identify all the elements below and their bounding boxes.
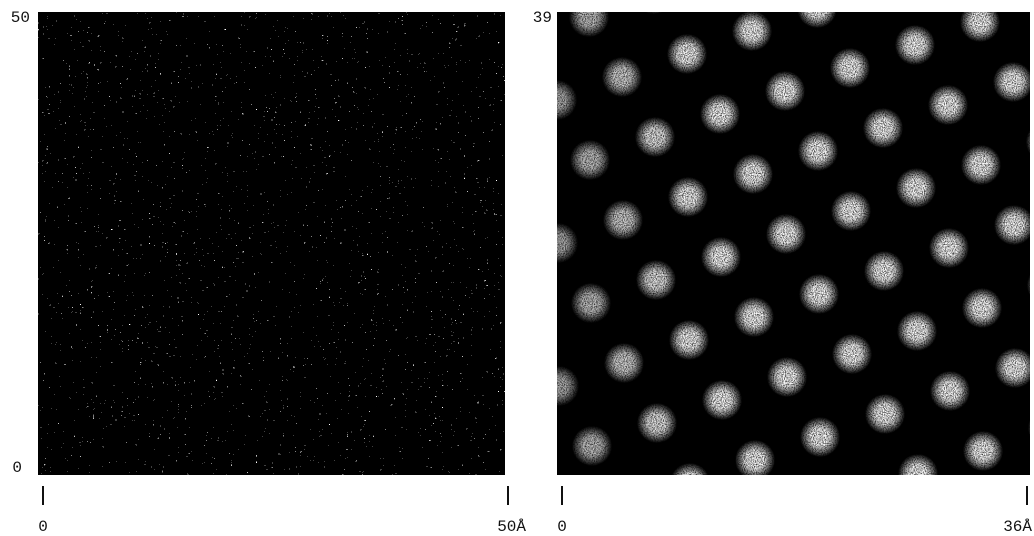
x-label-left: 0 bbox=[557, 518, 567, 536]
figure: 50 0 0 50Å 39 0 36Å bbox=[0, 0, 1034, 536]
stm-image-texture bbox=[557, 12, 1030, 475]
x-label-right: 36Å bbox=[1003, 518, 1032, 536]
y-label-bottom: 0 bbox=[12, 459, 22, 477]
x-label-left: 0 bbox=[38, 518, 48, 536]
y-label-top: 39 bbox=[533, 9, 552, 27]
atom bbox=[634, 0, 674, 14]
y-label-top: 50 bbox=[11, 9, 30, 27]
atom bbox=[833, 477, 873, 517]
stm-image-texture bbox=[38, 12, 505, 475]
x-label-right: 50Å bbox=[497, 518, 526, 536]
